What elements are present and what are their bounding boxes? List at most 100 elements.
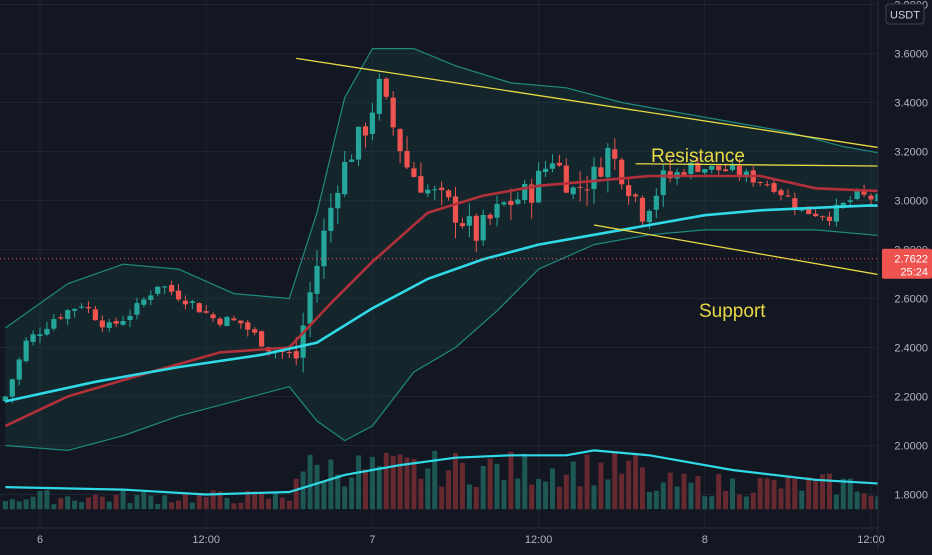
time-tick-label: 8 — [702, 534, 708, 546]
candle — [335, 185, 341, 225]
candle — [494, 195, 500, 227]
candle — [570, 186, 576, 200]
trendline-resistance-level[interactable] — [635, 163, 932, 171]
candle-body — [224, 316, 230, 327]
volume-bar — [508, 451, 514, 510]
volume-bar — [176, 500, 181, 510]
volume-bar — [85, 497, 91, 510]
candle-body — [397, 129, 403, 152]
volume-bar — [321, 482, 327, 510]
volume-bar — [376, 466, 382, 510]
volume-bar — [730, 478, 735, 510]
volume-bar — [639, 467, 645, 510]
candle-body — [307, 292, 313, 324]
volume-bar — [854, 491, 860, 510]
volume-bar — [466, 484, 472, 510]
candle-body — [92, 309, 98, 321]
candle — [58, 314, 64, 321]
candle-body — [16, 359, 22, 380]
volume-bar — [418, 478, 424, 510]
candle — [2, 395, 8, 403]
candle-body — [681, 172, 687, 175]
candle — [106, 319, 112, 332]
volume-bar — [58, 498, 64, 510]
candle-body — [175, 290, 182, 300]
candle — [466, 203, 472, 238]
candle-body — [355, 126, 362, 160]
candle — [307, 282, 313, 338]
candle — [217, 317, 223, 327]
candle — [16, 357, 22, 386]
candle-body — [252, 329, 258, 333]
volume-bar — [44, 490, 50, 510]
volume-bar — [369, 457, 375, 510]
volume-bar — [522, 453, 528, 510]
volume-bar — [425, 468, 431, 510]
volume-bar — [342, 486, 348, 510]
candle — [826, 211, 833, 227]
candle — [252, 327, 258, 336]
candle — [639, 195, 646, 227]
candle-body — [563, 165, 569, 193]
volume-bar — [390, 455, 396, 510]
volume-bar — [847, 478, 853, 510]
trendline-lower-channel[interactable] — [593, 224, 932, 379]
volume-bar — [356, 455, 362, 510]
volume-bar — [646, 491, 652, 510]
candle — [85, 301, 92, 314]
volume-bar — [231, 503, 237, 510]
volume-bar — [162, 495, 168, 510]
volume-bar — [217, 491, 223, 510]
candle — [757, 181, 763, 187]
volume-bar — [252, 491, 258, 510]
candle — [397, 128, 403, 164]
volume-bar — [778, 488, 784, 510]
candle — [605, 143, 611, 193]
volume-bar — [439, 486, 445, 510]
volume-bar — [577, 486, 583, 510]
volume-bar — [813, 478, 819, 510]
candle — [120, 315, 126, 326]
candle-body — [542, 168, 549, 173]
volume-bar — [494, 463, 500, 510]
candle-body — [626, 185, 632, 197]
volume-bar — [459, 462, 465, 510]
candle — [321, 218, 327, 279]
candle-body — [473, 215, 479, 241]
candle — [349, 154, 355, 163]
candle-body — [736, 165, 743, 176]
volume-bar — [362, 469, 368, 510]
volume-bar — [619, 473, 625, 510]
price-tick-label: 2.4000 — [894, 343, 928, 355]
volume-bar — [16, 501, 22, 510]
candle-body — [861, 190, 867, 195]
candle-body — [459, 223, 466, 227]
volume-bar — [716, 474, 722, 510]
candle-body — [78, 306, 85, 308]
candle — [542, 161, 549, 178]
candle — [51, 314, 57, 331]
candle-body — [508, 200, 514, 206]
candle-body — [369, 112, 375, 135]
volume-bar — [51, 504, 57, 510]
candle — [92, 305, 98, 321]
candle-body — [522, 183, 528, 200]
volume-bar — [134, 495, 140, 510]
volume-bar — [411, 458, 417, 510]
volume-bar — [259, 492, 265, 510]
candle-body — [65, 310, 71, 320]
candle-body — [480, 215, 486, 241]
volume-bar — [501, 480, 507, 510]
candle-body — [259, 331, 265, 347]
currency-badge[interactable] — [885, 3, 925, 25]
price-tick-label: 2.2000 — [894, 392, 928, 404]
candle-body — [785, 195, 791, 197]
volume-moving-average — [5, 449, 932, 496]
candle — [383, 77, 389, 100]
volume-bar — [799, 490, 805, 510]
candle-body — [695, 162, 701, 172]
candle-body — [44, 328, 50, 335]
